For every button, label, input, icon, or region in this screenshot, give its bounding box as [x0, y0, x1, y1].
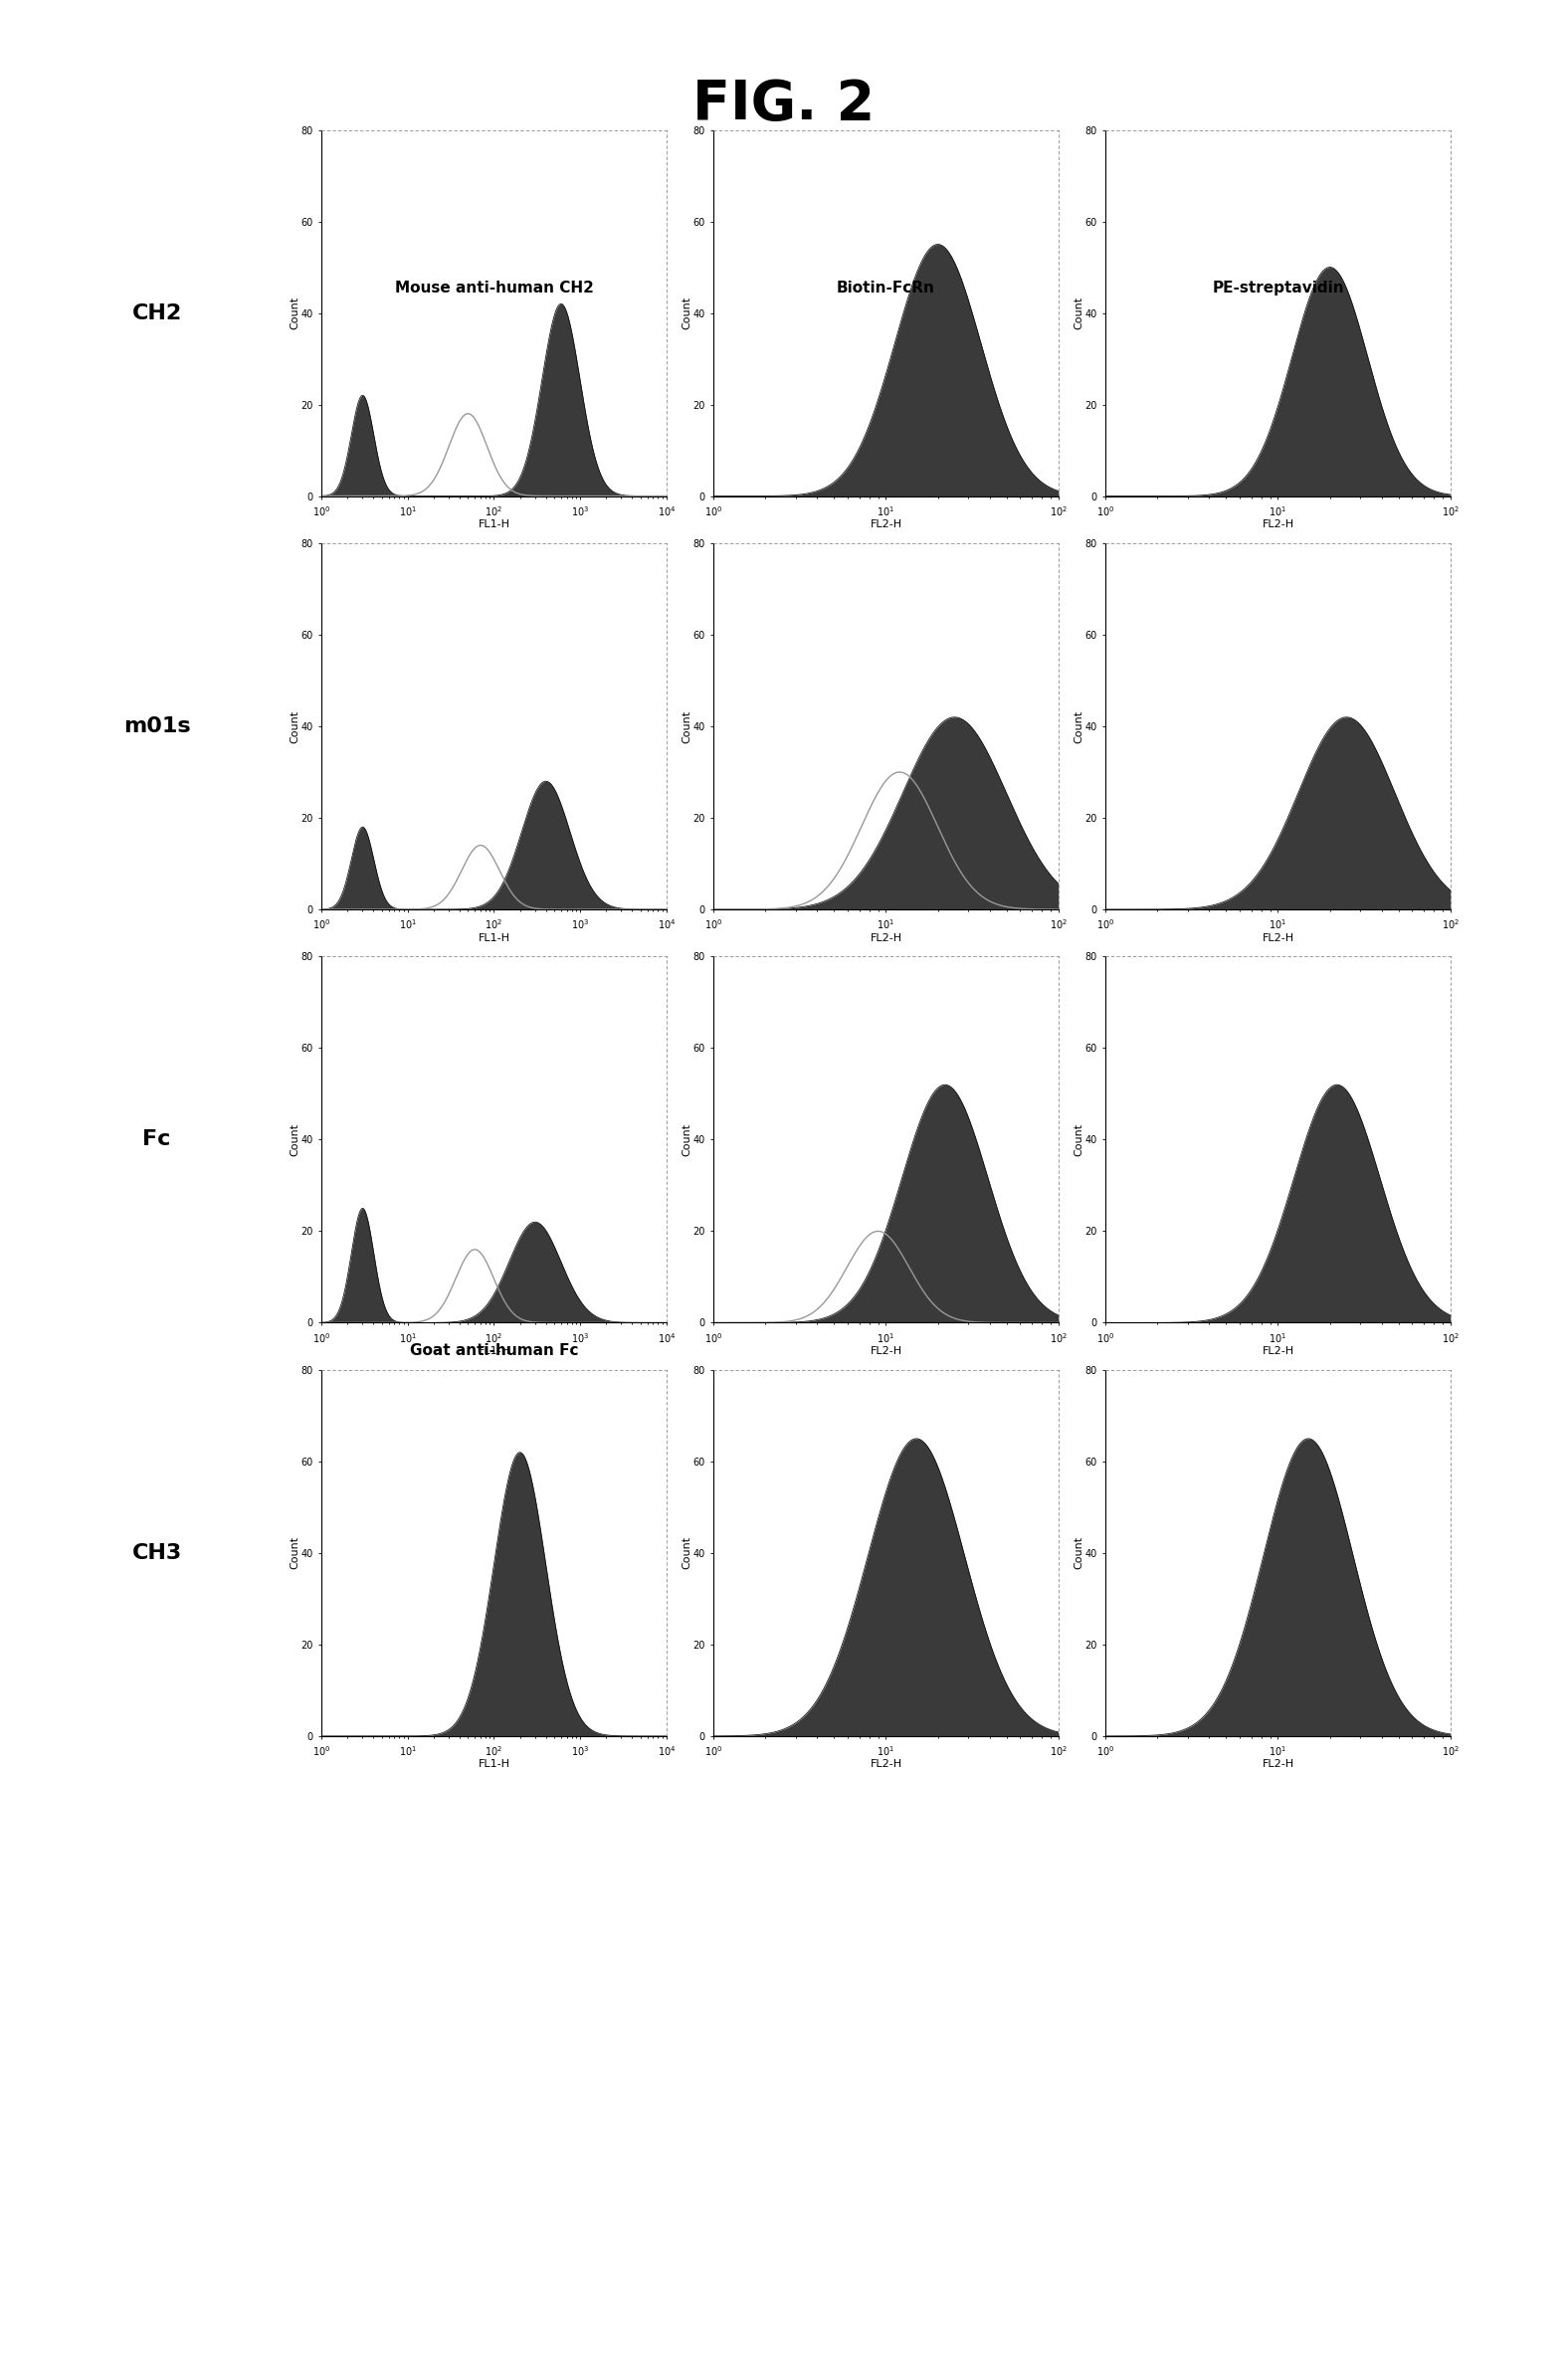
Text: Mouse anti-human CH2: Mouse anti-human CH2: [395, 281, 593, 295]
X-axis label: FL2-H: FL2-H: [870, 520, 902, 529]
Text: CH3: CH3: [132, 1542, 182, 1564]
Y-axis label: Count: Count: [1074, 1538, 1083, 1568]
Text: Biotin-FcRn: Biotin-FcRn: [837, 281, 935, 295]
Text: Goat anti-human Fc: Goat anti-human Fc: [409, 1344, 579, 1358]
X-axis label: FL1-H: FL1-H: [478, 1760, 510, 1769]
Text: m01s: m01s: [124, 716, 190, 737]
X-axis label: FL2-H: FL2-H: [1262, 933, 1294, 942]
Y-axis label: Count: Count: [682, 1124, 691, 1155]
Y-axis label: Count: Count: [290, 711, 299, 742]
Text: PE-streptavidin: PE-streptavidin: [1212, 281, 1344, 295]
Y-axis label: Count: Count: [1074, 711, 1083, 742]
X-axis label: FL2-H: FL2-H: [1262, 520, 1294, 529]
Y-axis label: Count: Count: [1074, 1124, 1083, 1155]
Y-axis label: Count: Count: [682, 711, 691, 742]
Text: CH2: CH2: [132, 302, 182, 324]
X-axis label: FL2-H: FL2-H: [1262, 1760, 1294, 1769]
Y-axis label: Count: Count: [290, 1124, 299, 1155]
X-axis label: FL2-H: FL2-H: [870, 1760, 902, 1769]
X-axis label: FL1-H: FL1-H: [478, 933, 510, 942]
X-axis label: FL2-H: FL2-H: [870, 1346, 902, 1356]
Text: Fc: Fc: [143, 1129, 171, 1150]
Text: FIG. 2: FIG. 2: [693, 78, 875, 132]
Y-axis label: Count: Count: [290, 1538, 299, 1568]
Y-axis label: Count: Count: [290, 298, 299, 328]
Y-axis label: Count: Count: [682, 298, 691, 328]
Y-axis label: Count: Count: [682, 1538, 691, 1568]
X-axis label: FL1-H: FL1-H: [478, 520, 510, 529]
Y-axis label: Count: Count: [1074, 298, 1083, 328]
X-axis label: FL2-H: FL2-H: [1262, 1346, 1294, 1356]
X-axis label: FL2-H: FL2-H: [870, 933, 902, 942]
X-axis label: FL1-H: FL1-H: [478, 1346, 510, 1356]
